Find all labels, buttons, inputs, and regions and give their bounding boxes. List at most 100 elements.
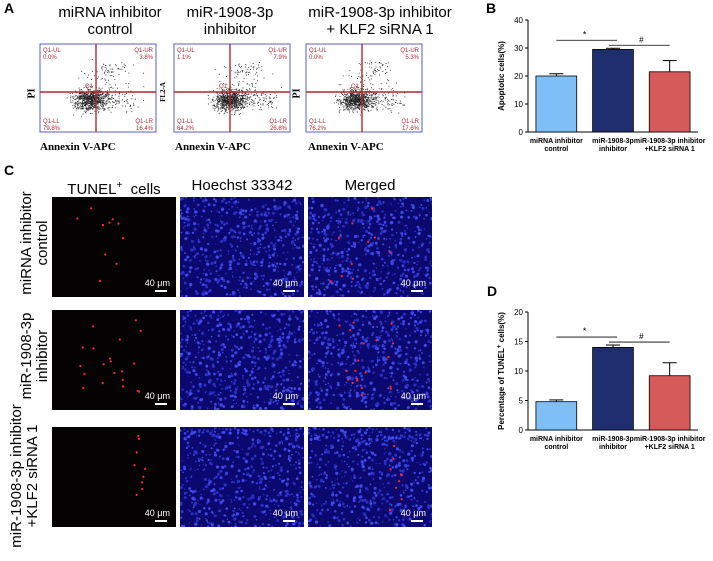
nucleus-dot — [204, 206, 206, 208]
nucleus-dot — [348, 248, 351, 251]
flow-event — [369, 104, 370, 105]
flow-event — [348, 108, 349, 109]
flow-event — [350, 99, 351, 100]
nucleus-dot — [301, 268, 302, 269]
flow-event — [242, 104, 243, 105]
micro-tile-tunel-control: 40 μm — [52, 197, 176, 297]
nucleus-dot — [286, 323, 288, 325]
nucleus-dot — [248, 257, 250, 259]
nucleus-dot — [230, 360, 232, 362]
nucleus-dot — [302, 358, 303, 359]
nucleus-dot — [352, 212, 354, 214]
flow-event — [343, 99, 344, 100]
nucleus-dot — [324, 289, 326, 291]
nucleus-dot — [259, 225, 262, 228]
flow-event — [386, 72, 387, 73]
flow-event — [225, 111, 226, 112]
nucleus-dot — [353, 269, 354, 270]
flow-event — [347, 94, 348, 95]
flow-event — [234, 77, 235, 78]
flow-event — [79, 107, 80, 108]
nucleus-dot — [201, 349, 203, 351]
flow-event — [88, 101, 89, 102]
flow-event — [272, 74, 273, 75]
flow-event — [220, 93, 221, 94]
flow-event — [340, 101, 341, 102]
nucleus-dot — [200, 197, 203, 199]
nucleus-dot — [328, 383, 330, 385]
flow-event — [368, 103, 369, 104]
nucleus-dot — [336, 388, 337, 389]
nucleus-dot — [219, 384, 221, 386]
nucleus-dot — [422, 243, 425, 246]
flow-event — [97, 101, 98, 102]
tunel-dot — [138, 391, 140, 393]
nucleus-dot — [190, 249, 192, 251]
flow-event — [105, 79, 106, 80]
nucleus-dot — [272, 375, 275, 378]
flow-event — [236, 77, 237, 78]
nucleus-dot — [195, 337, 197, 339]
flow-event — [240, 95, 241, 96]
flow-event — [237, 107, 238, 108]
nucleus-dot — [247, 225, 250, 228]
nucleus-dot — [236, 269, 237, 270]
nucleus-dot — [205, 273, 208, 276]
nucleus-dot — [227, 339, 229, 341]
flow-event — [359, 97, 360, 98]
nucleus-dot — [329, 310, 331, 312]
nucleus-dot — [397, 368, 399, 370]
nucleus-dot — [317, 323, 320, 326]
flow-event — [368, 111, 369, 112]
flow-event — [87, 95, 88, 96]
nucleus-dot — [298, 310, 301, 311]
nucleus-dot — [254, 264, 256, 266]
nucleus-dot — [265, 350, 267, 352]
nucleus-dot — [410, 357, 412, 359]
nucleus-dot — [369, 220, 371, 222]
flow-event — [366, 96, 367, 97]
nucleus-dot — [351, 281, 353, 283]
flow-event — [77, 103, 78, 104]
flow-event — [133, 105, 134, 106]
nucleus-dot — [210, 357, 213, 360]
nucleus-dot — [365, 406, 367, 408]
flow-event — [243, 95, 244, 96]
flow-event — [224, 66, 225, 67]
flow-event — [378, 96, 379, 97]
nucleus-dot — [237, 225, 240, 228]
nucleus-dot — [319, 336, 321, 338]
nucleus-dot — [373, 291, 375, 293]
nucleus-dot — [396, 312, 398, 314]
flow-event — [90, 95, 91, 96]
nucleus-dot — [197, 402, 199, 404]
bar — [649, 376, 690, 430]
nucleus-dot — [400, 295, 403, 297]
flow-event — [92, 99, 93, 100]
flow-event — [72, 93, 73, 94]
flow-event — [348, 96, 349, 97]
flow-event — [104, 73, 105, 74]
flow-event — [82, 94, 83, 95]
flow-event — [353, 94, 354, 95]
nucleus-dot — [380, 271, 382, 273]
flow-event — [113, 76, 114, 77]
nucleus-dot — [323, 220, 324, 221]
nucleus-dot — [309, 212, 312, 215]
flow-event — [371, 95, 372, 96]
nucleus-dot — [211, 236, 213, 238]
nucleus-dot — [246, 238, 248, 240]
flow-event — [83, 107, 84, 108]
flow-event — [344, 103, 345, 104]
nucleus-dot — [412, 271, 415, 274]
quadrant-ll-label: Q1-LL — [177, 119, 194, 125]
nucleus-dot — [315, 380, 318, 383]
scale-bar-label: 40 μm — [401, 278, 426, 288]
flow-event — [231, 89, 232, 90]
nucleus-dot — [212, 365, 215, 368]
flow-event — [239, 72, 240, 73]
nucleus-dot — [249, 214, 251, 216]
nucleus-dot — [342, 398, 345, 401]
flow-event — [363, 100, 364, 101]
quadrant-lr-label: Q1-LR — [135, 119, 153, 125]
